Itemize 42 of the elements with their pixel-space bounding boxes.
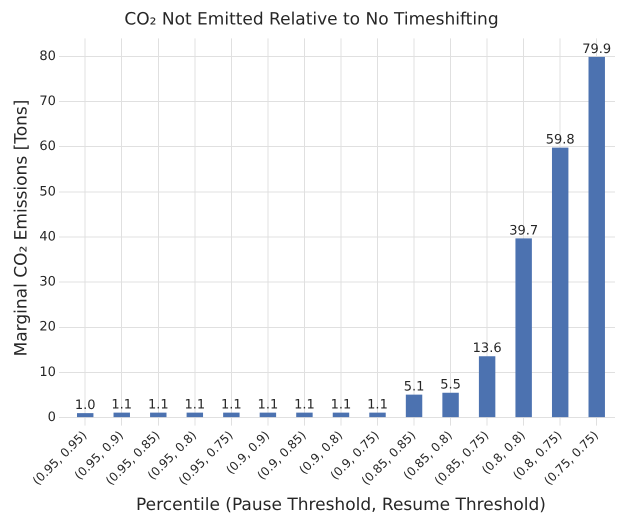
y-tick-label: 20 <box>39 320 56 335</box>
bar <box>515 238 532 418</box>
x-axis-title: Percentile (Pause Threshold, Resume Threshold) <box>136 495 546 516</box>
data-label: 79.9 <box>582 42 612 57</box>
bar <box>588 56 605 418</box>
data-label: 59.8 <box>546 132 575 148</box>
bar <box>76 413 94 418</box>
y-tick-label: 10 <box>39 364 56 380</box>
y-tick-label: 60 <box>39 139 56 154</box>
bar <box>442 392 459 418</box>
y-axis-title: Marginal CO₂ Emissions [Tons] <box>12 100 32 356</box>
data-label: 1.1 <box>294 398 315 413</box>
y-tick-label: 0 <box>48 410 56 425</box>
data-label: 1.1 <box>221 398 242 413</box>
data-label: 1.1 <box>184 398 206 413</box>
data-label: 39.7 <box>509 223 538 238</box>
data-label: 1.1 <box>258 398 278 413</box>
y-tick-label: 40 <box>39 229 56 244</box>
bar <box>478 356 496 418</box>
bar <box>260 412 276 418</box>
chart-title: CO₂ Not Emitted Relative to No Timeshifting <box>124 10 499 30</box>
bar <box>332 412 350 418</box>
data-label: 1.0 <box>74 398 96 413</box>
bar <box>150 412 167 418</box>
y-tick-label: 80 <box>39 48 56 64</box>
data-label: 1.1 <box>111 398 132 413</box>
y-tick-label: 50 <box>39 184 56 200</box>
bar <box>186 412 204 418</box>
y-tick-label: 70 <box>39 94 56 109</box>
y-tick-label: 30 <box>39 274 56 290</box>
data-label: 5.1 <box>404 379 424 394</box>
data-label: 1.1 <box>330 398 352 413</box>
bar <box>552 148 568 418</box>
bar <box>296 412 313 418</box>
bar <box>114 412 130 418</box>
bar <box>406 394 422 418</box>
data-label: 1.1 <box>148 398 169 413</box>
data-label: 5.5 <box>440 378 461 393</box>
bar <box>369 412 386 418</box>
data-label: 1.1 <box>367 398 388 413</box>
data-label: 13.6 <box>472 341 502 356</box>
bar <box>223 412 240 418</box>
